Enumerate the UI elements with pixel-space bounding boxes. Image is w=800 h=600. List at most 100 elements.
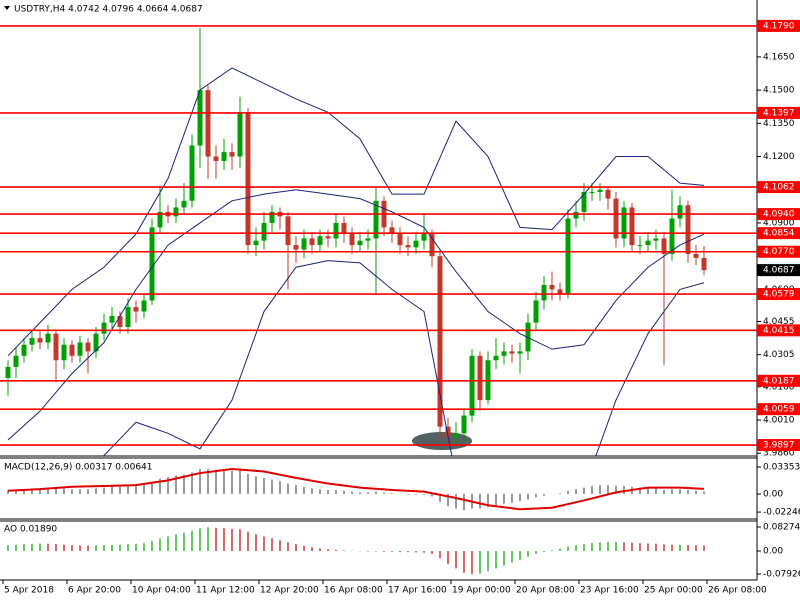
plot-area xyxy=(7,468,705,511)
level-label: 4.1062 xyxy=(763,183,795,193)
current-price-box xyxy=(757,264,800,277)
x-tick-label: 11 Apr 12:00 xyxy=(196,586,255,596)
plot-area xyxy=(5,28,707,456)
y-tick-label: 4.0160 xyxy=(763,382,795,392)
y-tick-label: 4.0455 xyxy=(763,317,795,327)
candle-body xyxy=(397,234,403,246)
y-tick-label: 0.00 xyxy=(763,490,783,500)
candle-body xyxy=(629,207,635,246)
candle-body xyxy=(61,344,67,361)
candle-body xyxy=(37,338,43,343)
candle-body xyxy=(197,90,203,146)
plot-area xyxy=(7,527,705,575)
candle-body xyxy=(477,355,483,401)
level-label-box xyxy=(757,227,800,240)
candle-body xyxy=(373,200,379,239)
x-tick-label: 10 Apr 04:00 xyxy=(132,586,191,596)
candle-body xyxy=(565,218,571,294)
candle-body xyxy=(85,342,91,352)
candle-body xyxy=(13,355,19,367)
menu-triangle[interactable] xyxy=(4,6,10,10)
y-tick-label: 4.0900 xyxy=(763,218,795,228)
candle-body xyxy=(93,333,99,352)
candle-body xyxy=(269,211,275,223)
candle-body xyxy=(405,245,411,248)
candle-body xyxy=(189,145,195,201)
candle-body xyxy=(637,245,643,247)
candle-body xyxy=(589,191,595,193)
candle-body xyxy=(493,355,499,361)
indicator-title: MACD(12,26,9) 0.00317 0.00641 xyxy=(4,463,153,473)
x-tick-label: 6 Apr 20:00 xyxy=(68,586,121,596)
level-label-box xyxy=(757,374,800,387)
level-label-box xyxy=(757,19,800,32)
level-label: 3.9897 xyxy=(763,441,795,451)
candle-body xyxy=(21,344,27,356)
candle-body xyxy=(317,236,323,246)
level-label: 4.1397 xyxy=(763,108,795,118)
candle-body xyxy=(357,240,363,246)
candle-body xyxy=(661,238,667,254)
candle-body xyxy=(301,238,307,250)
x-tick-label: 19 Apr 00:00 xyxy=(452,586,511,596)
y-tick-label: 4.1200 xyxy=(763,152,795,162)
candle-body xyxy=(653,238,659,241)
candle-body xyxy=(221,152,227,161)
x-tick-label: 20 Apr 08:00 xyxy=(516,586,575,596)
candle-body xyxy=(53,333,59,361)
y-tick-label: 4.1350 xyxy=(763,119,795,129)
candle-body xyxy=(101,322,107,334)
candle-body xyxy=(309,238,315,246)
candle-body xyxy=(469,355,475,416)
candle-body xyxy=(285,216,291,246)
level-label-box xyxy=(757,324,800,337)
x-tick-label: 5 Apr 2018 xyxy=(4,586,54,596)
y-tick-label: 4.0305 xyxy=(763,350,795,360)
candle-body xyxy=(245,112,251,246)
level-label: 4.0187 xyxy=(763,376,795,386)
level-label: 4.0579 xyxy=(763,290,795,300)
candle-body xyxy=(125,307,131,328)
candle-body xyxy=(229,152,235,157)
candle-body xyxy=(429,234,435,257)
candle-body xyxy=(413,240,419,248)
level-label-box xyxy=(757,208,800,221)
candle-body xyxy=(517,351,523,354)
candle-body xyxy=(293,245,299,250)
macd-signal xyxy=(7,468,705,511)
candle-body xyxy=(325,236,331,239)
candle-body xyxy=(77,342,83,356)
candle-body xyxy=(533,300,539,323)
candle-body xyxy=(597,189,603,192)
x-tick-label: 16 Apr 08:00 xyxy=(324,586,383,596)
candle-body xyxy=(133,307,139,312)
candle-body xyxy=(333,222,339,239)
y-tick-label: 0.00 xyxy=(763,546,783,556)
candle-body xyxy=(613,198,619,239)
candle-body xyxy=(69,344,75,356)
candle-body xyxy=(669,218,675,254)
candle-body xyxy=(557,289,563,294)
y-tick-label: -0.02246 xyxy=(763,508,800,518)
candle-body xyxy=(237,112,243,157)
candle-body xyxy=(157,211,163,228)
y-tick-label: 0.03353 xyxy=(763,463,800,473)
candle-body xyxy=(693,253,699,258)
candle-body xyxy=(573,211,579,219)
candle-body xyxy=(421,234,427,241)
level-label: 4.0854 xyxy=(763,229,795,239)
level-label: 4.0415 xyxy=(763,326,795,336)
annotation-ellipse xyxy=(412,432,472,450)
level-label-box xyxy=(757,439,800,452)
candle-body xyxy=(117,315,123,328)
level-label-box xyxy=(757,106,800,119)
candle-body xyxy=(109,315,115,323)
candle-body xyxy=(501,351,507,356)
y-tick-label: 3.9860 xyxy=(763,449,795,459)
x-tick-label: 12 Apr 20:00 xyxy=(260,586,319,596)
indicator-title: AO 0.01890 xyxy=(4,525,57,535)
candle-body xyxy=(645,240,651,246)
y-tick-label: 4.1500 xyxy=(763,86,795,96)
candle-body xyxy=(349,234,355,246)
